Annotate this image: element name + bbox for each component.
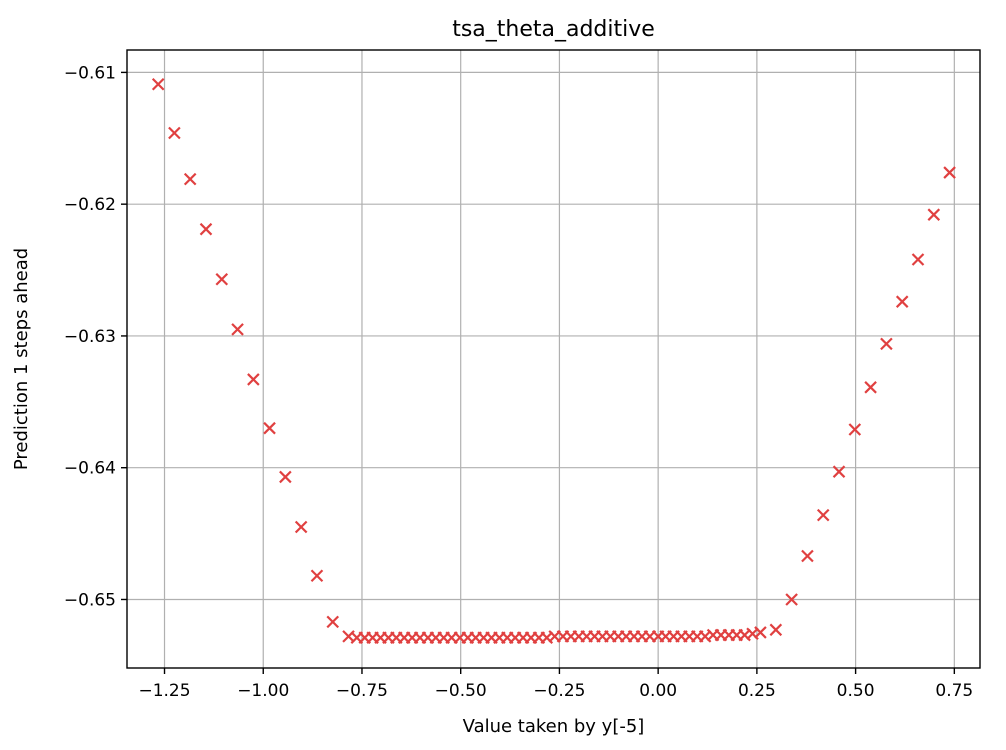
data-point: [927, 208, 941, 221]
x-tick-label: 0.75: [935, 681, 973, 701]
data-point: [754, 626, 767, 639]
y-tick-label: −0.61: [64, 63, 116, 83]
data-point: [151, 77, 165, 91]
data-point: [215, 273, 229, 286]
x-tick-label: −0.25: [533, 681, 585, 701]
data-points: [151, 77, 956, 644]
data-point: [247, 373, 260, 386]
plot-area-frame: [126, 49, 981, 669]
data-point: [880, 337, 893, 351]
x-tick-label: −0.75: [336, 681, 388, 701]
data-point: [864, 381, 877, 394]
data-point: [848, 423, 862, 436]
data-point: [895, 295, 909, 308]
grid-lines: [127, 50, 980, 668]
x-tick-label: −0.50: [435, 681, 487, 701]
data-point: [832, 465, 846, 478]
y-tick-label: −0.62: [64, 195, 116, 215]
data-point: [199, 222, 213, 236]
data-point: [263, 421, 276, 435]
axis-ticks: −1.25 −1.00 −0.75 −0.50 −0.25 0.00 0.25 0.50 0.7…: [64, 63, 973, 701]
x-tick-label: −1.25: [138, 681, 190, 701]
x-tick-label: −1.00: [237, 681, 289, 701]
data-point: [310, 569, 324, 583]
x-axis-label: Value taken by y[-5]: [463, 716, 645, 737]
data-point: [294, 520, 308, 534]
y-tick-label: −0.63: [64, 327, 116, 347]
data-point: [231, 323, 244, 336]
data-point: [816, 508, 830, 522]
data-point: [168, 126, 181, 140]
data-point: [769, 623, 783, 637]
chart-title: tsa_theta_additive: [452, 17, 655, 42]
y-tick-label: −0.65: [64, 590, 116, 610]
y-tick-label: −0.64: [64, 459, 116, 479]
y-axis-label: Prediction 1 steps ahead: [11, 248, 32, 470]
data-point: [943, 166, 956, 179]
data-point: [785, 593, 798, 606]
data-point: [183, 172, 197, 186]
data-point: [279, 470, 292, 484]
x-tick-label: 0.25: [738, 681, 776, 701]
x-tick-label: 0.50: [837, 681, 875, 701]
data-point: [911, 253, 925, 266]
x-tick-label: 0.00: [639, 681, 677, 701]
data-point: [326, 615, 340, 629]
data-point: [801, 549, 814, 563]
